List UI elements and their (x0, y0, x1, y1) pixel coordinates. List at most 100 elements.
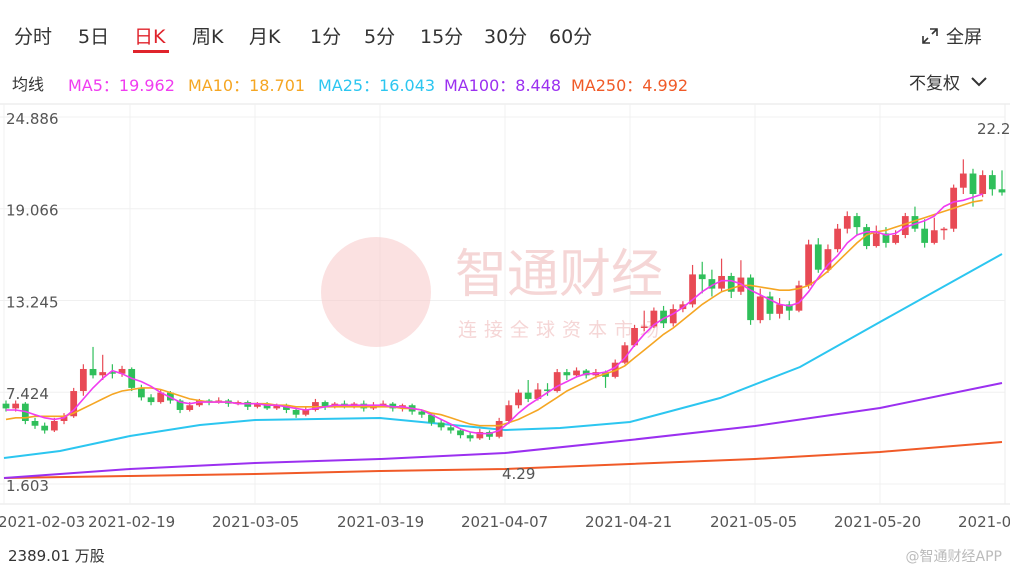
candle-body (834, 228, 841, 250)
candle-body (959, 173, 967, 188)
candle-body (505, 405, 513, 421)
candle-body (12, 403, 20, 409)
candle-body (969, 173, 977, 195)
candle-body (118, 368, 126, 374)
adjust-label: 不复权 (909, 74, 960, 94)
brand-watermark: @智通财经APP (905, 549, 1002, 565)
candle-body (457, 430, 464, 436)
tab-6[interactable]: 5分 (364, 26, 396, 48)
low-annotation: 4.29 (502, 465, 535, 483)
candle-body (263, 403, 271, 409)
candle-body (892, 234, 900, 243)
ma-legend: 均线 MA5：19.962 MA10：18.701 MA25：16.043 MA100… (0, 65, 1010, 95)
ma5-line (6, 193, 983, 435)
fullscreen-button[interactable]: 全屏 (920, 23, 982, 49)
tab-9[interactable]: 60分 (549, 26, 593, 48)
ma-title: 均线 (12, 75, 45, 94)
candle-body (137, 387, 145, 398)
high-annotation: 22.2 (977, 120, 1010, 138)
candle-body (79, 368, 87, 392)
active-tab-indicator (133, 50, 169, 53)
candle-body (930, 230, 938, 243)
candle-body (108, 372, 116, 374)
candle-body (940, 228, 948, 231)
ma-legend-item: MA250：4.992 (571, 76, 689, 95)
tab-5[interactable]: 1分 (310, 26, 342, 48)
ma-legend-item: MA10：18.701 (188, 76, 306, 95)
candle-body (254, 403, 261, 407)
candle-body (234, 402, 242, 404)
candle-body (795, 285, 803, 311)
expand-icon (922, 28, 938, 44)
tab-8[interactable]: 30分 (484, 26, 528, 48)
candle-body (321, 402, 329, 407)
x-tick-label: 2021-06-03 (958, 513, 1010, 531)
candle-body (785, 304, 793, 311)
candle-body (979, 175, 987, 195)
candle-body (534, 389, 542, 399)
candle-body (50, 420, 58, 431)
candle-body (805, 244, 812, 286)
ma-legend-item: MA5：19.962 (68, 76, 175, 95)
candle-body (640, 326, 648, 328)
candle-body (718, 275, 725, 289)
watermark-logo (321, 237, 431, 347)
tab-2[interactable]: 日K (134, 26, 166, 48)
candle-body (853, 216, 861, 228)
candle-body (2, 403, 10, 409)
candle-body (495, 420, 503, 437)
candle-body (563, 372, 571, 376)
candle-body (727, 275, 735, 292)
watermark-subtext: 连接全球资本市场 (458, 319, 666, 341)
candle-body (863, 227, 871, 247)
candle-body (660, 310, 667, 324)
candle-body (988, 175, 996, 190)
candle-body (99, 372, 107, 376)
y-tick-label: 13.245 (6, 293, 59, 311)
tab-0[interactable]: 分时 (14, 26, 53, 48)
candle-body (901, 216, 909, 235)
candle-body (70, 391, 78, 417)
candle-body (708, 279, 716, 289)
candle-body (302, 409, 310, 415)
candle-body (621, 345, 629, 363)
candle-body (157, 392, 165, 403)
candle-body (60, 416, 68, 421)
candle-body (466, 435, 474, 439)
ma25-line (3, 253, 1003, 459)
ma250-line (3, 441, 1003, 479)
volume-label: 2389.01 万股 (8, 547, 105, 565)
candle-body (447, 427, 455, 431)
candle-body (186, 405, 194, 410)
candle-body (544, 389, 551, 392)
candle-body (428, 414, 435, 423)
candle-body (215, 400, 223, 403)
candle-body (843, 216, 851, 229)
ma-legend-item: MA100：8.448 (444, 76, 562, 95)
y-tick-label: 24.886 (6, 110, 59, 128)
tab-1[interactable]: 5日 (78, 26, 110, 48)
ma-legend-item: MA25：16.043 (318, 76, 436, 95)
ma10-line (5, 199, 983, 427)
fullscreen-label: 全屏 (946, 27, 982, 48)
candle-body (147, 397, 155, 403)
x-tick-label: 2021-05-20 (834, 513, 921, 531)
candle-body (882, 233, 890, 243)
period-tabs: 分时 5日 日K 周K 月K 1分 5分 15分 30分 60分 (0, 0, 1010, 56)
candle-body (872, 233, 880, 247)
candle-body (650, 310, 658, 327)
candle-body (31, 420, 39, 426)
tab-4[interactable]: 月K (249, 26, 281, 48)
candle-body (921, 228, 929, 243)
tab-3[interactable]: 周K (192, 26, 224, 48)
candle-body (476, 432, 484, 439)
candle-body (814, 244, 822, 270)
y-tick-label: 1.603 (6, 477, 49, 495)
tab-7[interactable]: 15分 (420, 26, 464, 48)
candle-body (747, 277, 754, 321)
candle-body (698, 274, 706, 280)
candle-body (437, 422, 445, 428)
adjust-dropdown[interactable]: 不复权 (909, 69, 988, 94)
candle-body (669, 309, 677, 324)
candle-body (553, 372, 561, 392)
